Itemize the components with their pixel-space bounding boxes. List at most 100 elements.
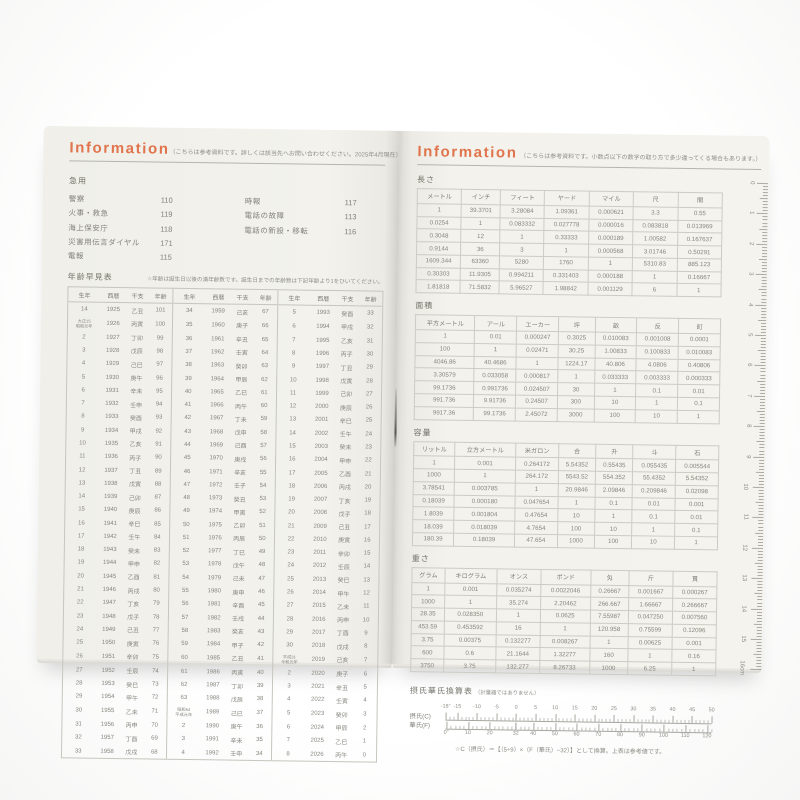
- table-cell: 1992: [205, 749, 219, 757]
- ruler-tick: [759, 404, 765, 406]
- table-cell: 壬子: [233, 483, 246, 491]
- tick-mark: [488, 716, 490, 721]
- tick-mark: [528, 726, 530, 730]
- tick-mark: [463, 725, 465, 729]
- ruler-tick: [757, 584, 763, 585]
- tick-mark: [605, 718, 607, 722]
- tick-mark: [707, 719, 709, 724]
- age-chart-note: ☆年齢は誕生日以後の満年齢数です。誕生日までの年齢数は下記年齢より1をひいてくだ…: [147, 276, 384, 286]
- column-header: エーカー: [516, 316, 559, 332]
- table-cell: 壬午: [128, 535, 141, 542]
- ruler-tick: [758, 505, 764, 506]
- table-cell: 丁亥: [338, 498, 351, 505]
- table-cell: 2003: [314, 443, 329, 450]
- ruler-tick: [760, 328, 766, 330]
- table-cell: 0.013969: [677, 219, 723, 234]
- ruler-tick: [759, 432, 765, 434]
- table-cell: 辛酉: [232, 603, 245, 610]
- table-cell: 5: [81, 374, 86, 381]
- ruler-tick: [761, 271, 767, 272]
- tick-mark: [578, 717, 580, 722]
- table-cell: 0.001: [671, 636, 717, 651]
- table-cell: 0.1: [677, 397, 720, 411]
- table-cell: 71.5832: [460, 280, 500, 295]
- tick-mark: [637, 718, 639, 723]
- tick-mark: [664, 719, 666, 723]
- ruler-tick: [761, 301, 767, 303]
- tick-mark: [656, 719, 658, 723]
- table-cell: 2002: [314, 430, 329, 437]
- ruler-number: 12: [741, 544, 748, 551]
- table-cell: 癸丑: [233, 497, 246, 504]
- emergency-row: 時報 117: [245, 195, 357, 211]
- tick-mark: [586, 718, 588, 722]
- table-cell: 10: [594, 522, 633, 536]
- table-cell: 1978: [207, 561, 222, 568]
- ruler-tick: [758, 514, 764, 516]
- ruler-tick: [762, 246, 768, 248]
- table-cell: 59: [260, 416, 268, 423]
- table-cell: 8: [271, 747, 305, 762]
- tick-mark: [541, 726, 543, 730]
- table-cell: 丁未: [234, 417, 247, 424]
- table-cell: 36: [256, 723, 264, 731]
- table-cell: 1000: [411, 594, 445, 609]
- column-header: オンス: [496, 568, 542, 584]
- table-cell: 甲戌: [341, 325, 354, 332]
- tick-mark: [625, 718, 627, 723]
- table-cell: 28: [273, 612, 307, 626]
- table-cell: 63: [167, 691, 201, 706]
- column-header: ヤード: [544, 190, 590, 206]
- table-cell: 戊戌: [336, 644, 349, 651]
- table-cell: 3000: [557, 408, 594, 422]
- tick-mark: [629, 718, 631, 723]
- table-cell: 3: [166, 732, 200, 747]
- tick-mark: [496, 713, 498, 721]
- ruler-tick: [752, 517, 764, 519]
- table-cell: 庚午: [130, 376, 143, 383]
- table-cell: 132.277: [495, 660, 540, 674]
- table-cell: 2000: [315, 403, 329, 411]
- table-cell: 73: [151, 681, 159, 688]
- ruler-tick: [759, 401, 765, 403]
- celsius-label: 摂氏(C): [409, 712, 431, 721]
- table-cell: 2: [82, 334, 86, 341]
- column-header: 米ガロン: [515, 442, 559, 458]
- tick-mark: [515, 713, 518, 721]
- table-cell: 辛巳: [339, 419, 352, 426]
- emergency-number: 117: [344, 198, 357, 208]
- ruler-tick: [753, 456, 765, 458]
- table-cell: 1: [499, 230, 545, 244]
- table-cell: 885.123: [676, 258, 722, 272]
- table-cell: 38: [256, 696, 264, 703]
- tick-mark: [523, 717, 525, 721]
- table-cell: 51: [169, 531, 203, 545]
- tick-mark: [585, 727, 587, 731]
- table-cell: 乙亥: [340, 339, 353, 346]
- table-cell: 57: [168, 610, 202, 625]
- ruler-tick: [760, 389, 766, 391]
- ruler-number: 8: [744, 424, 751, 428]
- ruler-tick: [761, 325, 767, 327]
- ruler-number: 5: [746, 333, 753, 337]
- column-header: アール: [474, 315, 517, 332]
- ruler-tick: [758, 480, 764, 482]
- table-cell: 0.24507: [515, 395, 558, 409]
- emergency-row: 電話の故障 113: [244, 209, 356, 225]
- ruler-tick: [760, 356, 766, 358]
- table-cell: 15: [275, 439, 309, 454]
- table-cell: 57: [260, 442, 267, 450]
- table-cell: 0.001: [444, 582, 497, 597]
- table-cell: 36: [172, 331, 206, 346]
- column-header: 干支: [126, 287, 150, 304]
- emergency-number: 119: [160, 209, 173, 220]
- table-cell: 53: [169, 557, 203, 572]
- ruler-tick: [754, 334, 766, 336]
- table-cell: 99.1736: [414, 380, 475, 395]
- table-cell: 0.12096: [672, 624, 717, 638]
- table-cell: 86: [154, 507, 162, 514]
- table-cell: 1975: [208, 521, 222, 529]
- table-cell: 25: [76, 639, 84, 646]
- ruler-number: 13: [741, 574, 748, 582]
- ruler-tick: [758, 319, 767, 321]
